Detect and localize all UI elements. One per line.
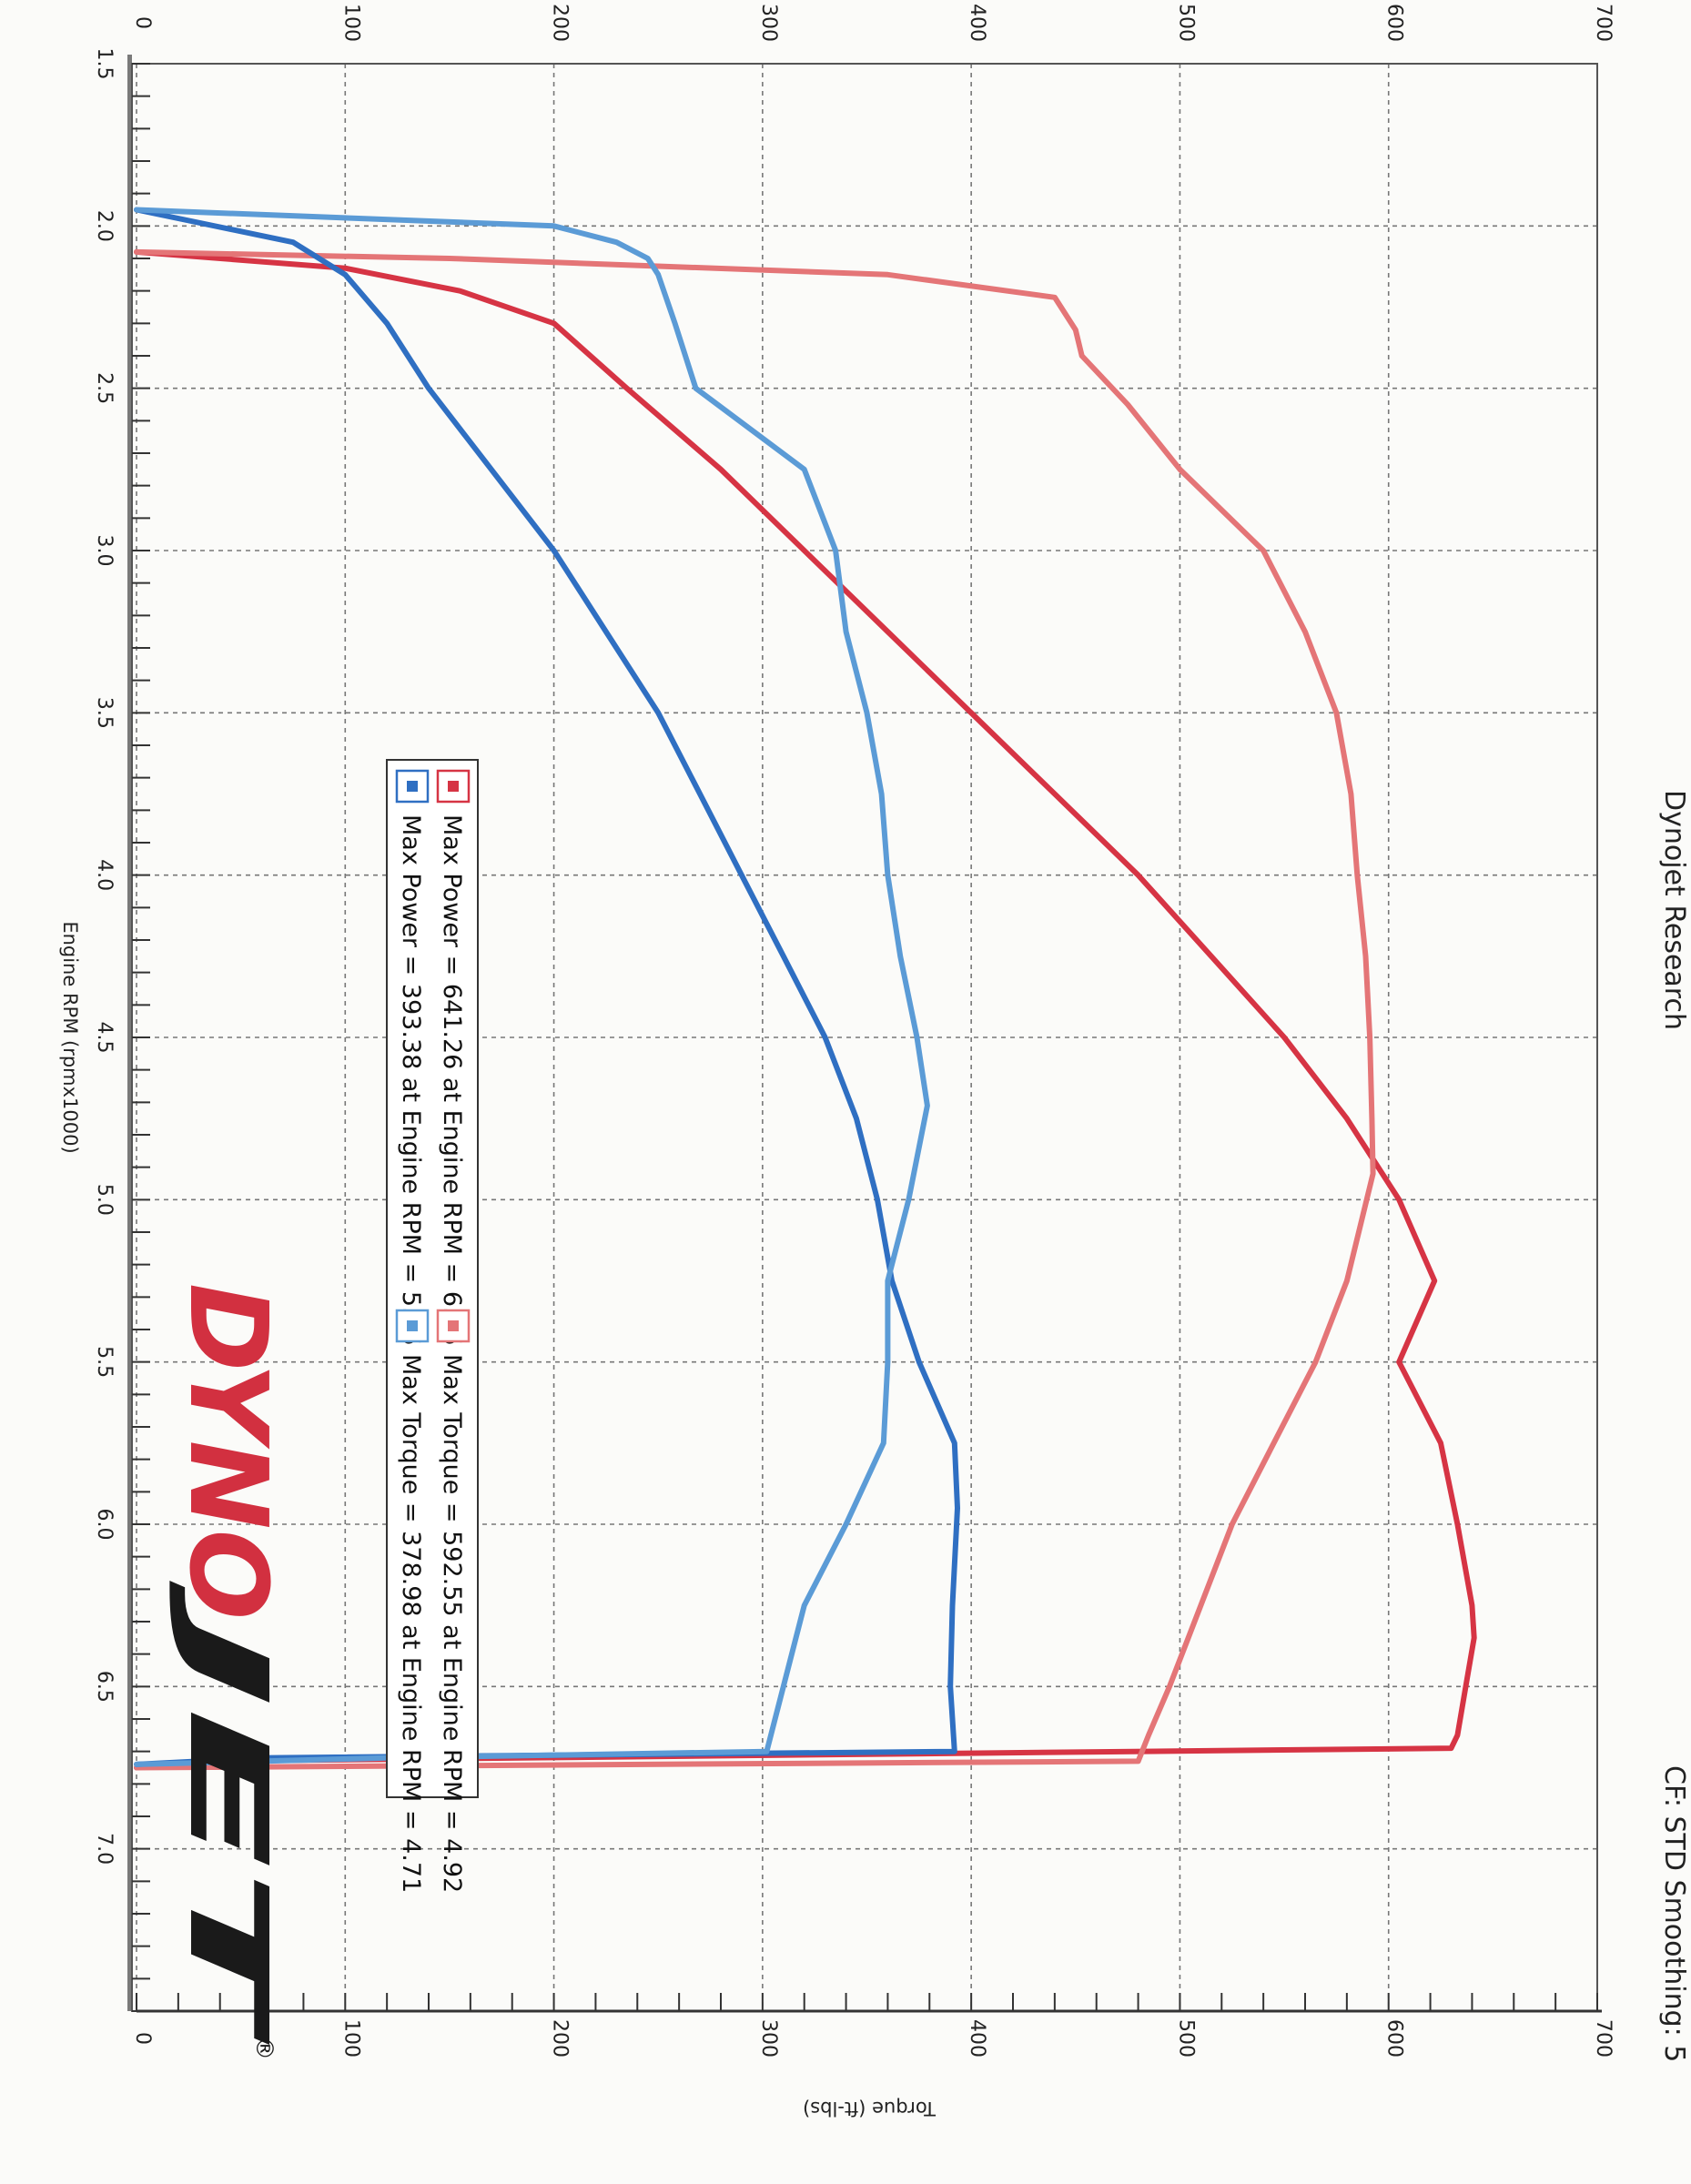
series-3-power-line [134, 207, 960, 1767]
series-1-power-line [134, 248, 1477, 1771]
x-tick-label: 7.0 [93, 1833, 116, 1865]
y-tick-label-right: 700 [1592, 2019, 1615, 2058]
x-tick-label: 1.5 [93, 48, 116, 80]
logo-jet: JET [166, 1580, 291, 2047]
legend-box: Max Power = 641.26 at Engine RPM = 6.35 M… [386, 759, 479, 1893]
axis-ticks: 1.5 2.0 2.5 3.0 3.5 4.0 4.5 5.0 5.5 6.0 6.5 7.0 0 100… [93, 4, 1615, 2058]
x-tick-label: 4.5 [93, 1022, 116, 1054]
x-tick-label: 5.0 [93, 1184, 116, 1216]
series-2-torque-line [134, 248, 1376, 1771]
y-tick-label-right: 0 [131, 2032, 154, 2045]
legend-entry-label: Max Power = 393.38 at Engine RPM = 5.95 [397, 814, 425, 1346]
legend-entry-label: Max Torque = 378.98 at Engine RPM = 4.71 [397, 1354, 425, 1893]
logo-registered-mark: ® [250, 2037, 278, 2060]
dynojet-logo: DYNO JET ® [166, 1283, 291, 2060]
legend-swatch [448, 1320, 459, 1331]
y-tick-label-right: 400 [966, 2019, 988, 2058]
y-tick-label-left: 300 [757, 4, 780, 42]
x-tick-label: 2.0 [93, 210, 116, 242]
header-title: Dynojet Research [1658, 790, 1690, 1030]
legend-frame [386, 759, 479, 1798]
x-tick-label: 2.5 [93, 372, 116, 404]
y-tick-label-left: 0 [131, 16, 154, 29]
y-tick-label-right: 200 [549, 2019, 572, 2058]
series-layer [134, 207, 1477, 1771]
legend-entry-label: Max Torque = 592.55 at Engine RPM = 4.92 [438, 1354, 466, 1893]
y-tick-label-left: 100 [339, 4, 362, 42]
legend-swatch [407, 781, 418, 792]
y-tick-label-left: 400 [966, 4, 988, 42]
x-tick-label: 4.0 [93, 859, 116, 891]
y-tick-label-right: 100 [339, 2019, 362, 2058]
y-tick-label-left: 700 [1592, 4, 1615, 42]
y-tick-label-left: 600 [1383, 4, 1406, 42]
grid-layer [136, 63, 1598, 2011]
x-tick-label: 3.5 [93, 697, 116, 729]
plot-frame [127, 55, 1602, 2013]
y-tick-label-left: 500 [1174, 4, 1197, 42]
x-tick-label: 3.0 [93, 535, 116, 567]
legend-swatch [448, 781, 459, 792]
logo-dyno: DYNO [166, 1283, 291, 1620]
legend-entry-label: Max Power = 641.26 at Engine RPM = 6.35 [438, 814, 466, 1346]
legend-swatch [407, 1320, 418, 1331]
series-4-torque-line [134, 207, 930, 1767]
correction-label: CF: STD Smoothing: 5 [1658, 1765, 1690, 2062]
right-axis-title: Torque (ft-lbs) [803, 2098, 937, 2119]
y-tick-label-right: 600 [1383, 2019, 1406, 2058]
y-tick-label-left: 200 [549, 4, 572, 42]
x-tick-label: 6.0 [93, 1509, 116, 1541]
x-axis-title: Engine RPM (rpmx1000) [59, 921, 81, 1153]
x-tick-label: 5.5 [93, 1346, 116, 1378]
x-tick-label: 6.5 [93, 1671, 116, 1703]
legend: Max Power = 641.26 at Engine RPM = 6.35 M… [386, 759, 479, 1893]
y-tick-label-right: 300 [757, 2019, 780, 2058]
y-tick-label-right: 500 [1174, 2019, 1197, 2058]
